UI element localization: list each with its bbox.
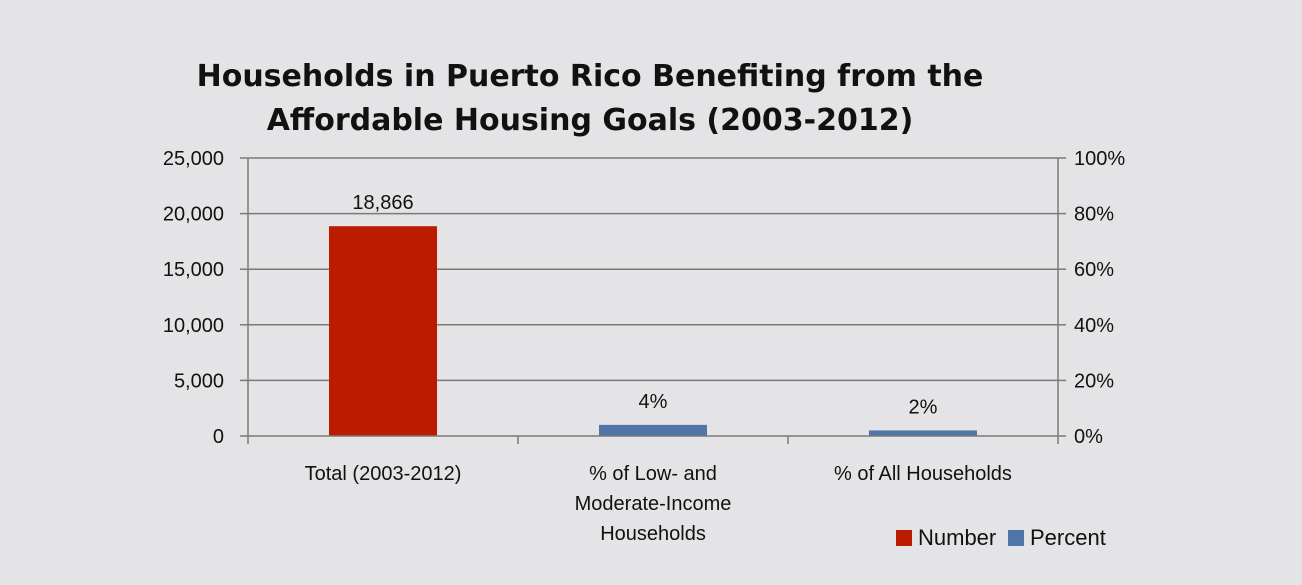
y-right-tick-label: 0% [1074,426,1103,448]
category-label: Total (2003-2012) [305,463,462,485]
y-right-tick-label: 80% [1074,204,1114,226]
bar-percent [869,430,977,436]
y-right-tick-label: 100% [1074,148,1125,170]
y-left-tick-label: 0 [213,426,224,448]
data-label: 18,866 [352,192,413,214]
category-label: Households [600,523,706,545]
y-right-tick-label: 20% [1074,370,1114,392]
labels: 0 5,000 10,000 15,000 20,000 25,000 0% 20% 40% 60… [163,148,1126,545]
y-left-tick-label: 25,000 [163,148,224,170]
y-left-tick-label: 5,000 [174,370,224,392]
data-label: 2% [909,396,938,418]
legend: Number Percent [896,525,1106,550]
y-left-tick-label: 10,000 [163,315,224,337]
y-left-tick-label: 15,000 [163,259,224,281]
category-label: % of Low- and [589,463,717,485]
category-label: Moderate-Income [575,493,732,515]
legend-label-number: Number [918,525,996,550]
legend-swatch-percent [1008,530,1024,546]
bar-percent [599,424,707,436]
chart-title-line-1: Households in Puerto Rico Benefiting fro… [197,59,984,94]
y-right-tick-label: 40% [1074,315,1114,337]
bars [329,226,977,436]
legend-swatch-number [896,530,912,546]
chart-title-line-2: Affordable Housing Goals (2003-2012) [267,103,914,138]
data-label: 4% [639,391,668,413]
axes [240,157,1066,444]
category-label: % of All Households [834,463,1012,485]
y-left-tick-label: 20,000 [163,204,224,226]
legend-label-percent: Percent [1030,525,1106,550]
bar-number [329,226,437,436]
y-right-tick-label: 60% [1074,259,1114,281]
